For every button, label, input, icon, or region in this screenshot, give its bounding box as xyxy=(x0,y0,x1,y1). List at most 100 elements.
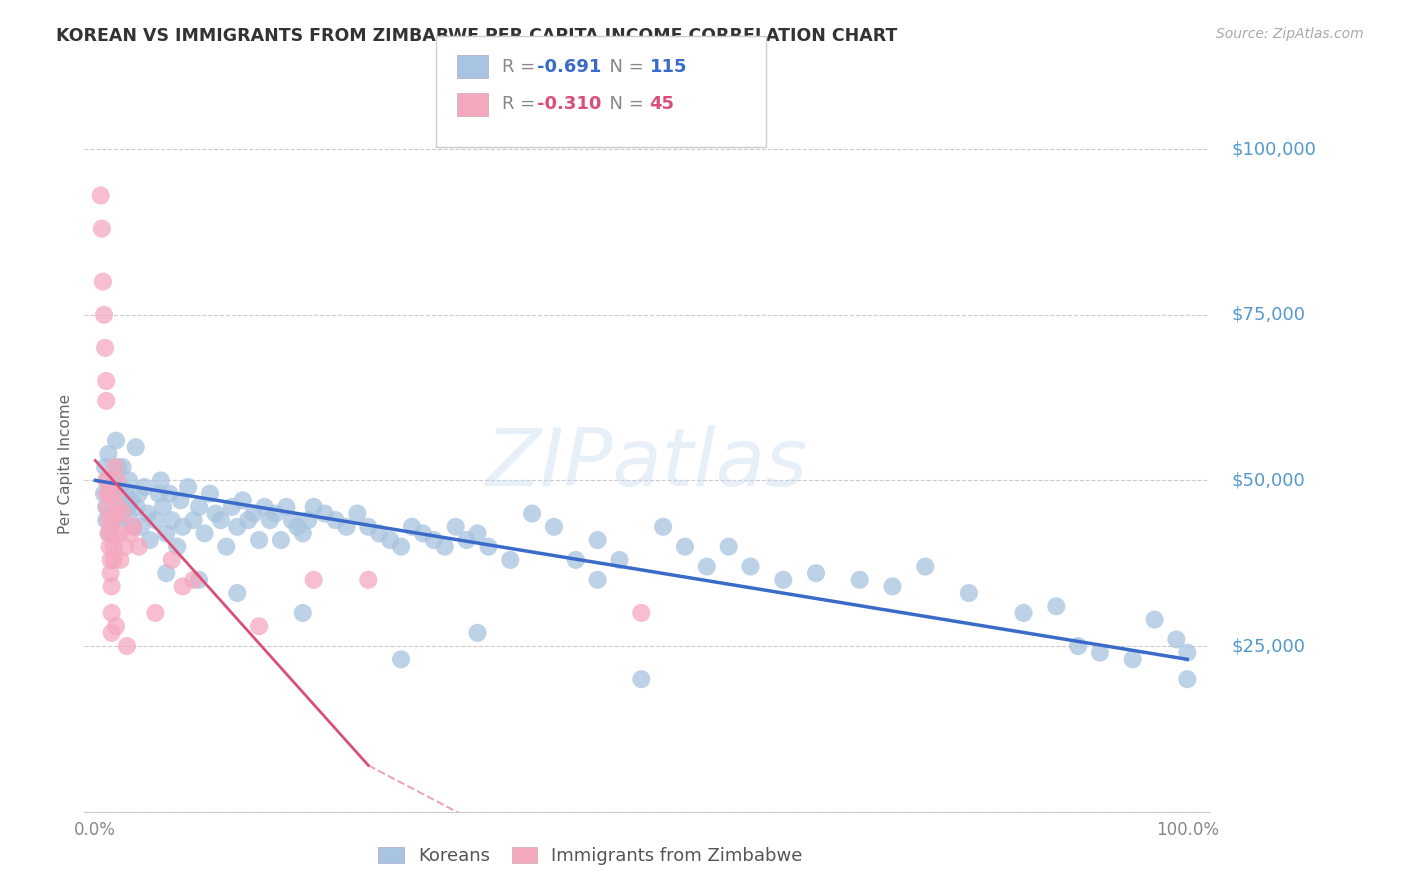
Point xyxy=(91,275,114,289)
Point xyxy=(226,586,249,600)
Point xyxy=(204,507,226,521)
Point xyxy=(134,480,156,494)
Point xyxy=(183,513,205,527)
Point xyxy=(177,480,200,494)
Point xyxy=(297,513,319,527)
Point xyxy=(96,513,118,527)
Point xyxy=(160,553,183,567)
Point xyxy=(586,533,609,547)
Text: N =: N = xyxy=(598,95,650,113)
Point xyxy=(96,393,118,408)
Point xyxy=(98,526,121,541)
Point xyxy=(94,460,117,475)
Text: ZIPatlas: ZIPatlas xyxy=(485,425,808,503)
Point xyxy=(696,559,718,574)
Point xyxy=(238,513,260,527)
Point xyxy=(198,486,221,500)
Text: -0.310: -0.310 xyxy=(537,95,602,113)
Point xyxy=(93,486,115,500)
Point xyxy=(335,520,357,534)
Point xyxy=(105,486,128,500)
Point xyxy=(1045,599,1067,614)
Point xyxy=(914,559,936,574)
Point xyxy=(259,513,281,527)
Point xyxy=(717,540,740,554)
Text: $75,000: $75,000 xyxy=(1232,306,1306,324)
Point xyxy=(101,513,124,527)
Text: KOREAN VS IMMIGRANTS FROM ZIMBABWE PER CAPITA INCOME CORRELATION CHART: KOREAN VS IMMIGRANTS FROM ZIMBABWE PER C… xyxy=(56,27,897,45)
Point xyxy=(276,500,298,514)
Point xyxy=(125,500,148,514)
Point xyxy=(108,526,131,541)
Point xyxy=(477,540,499,554)
Point xyxy=(957,586,980,600)
Text: 115: 115 xyxy=(650,58,688,76)
Text: N =: N = xyxy=(598,58,650,76)
Point xyxy=(848,573,870,587)
Point xyxy=(111,460,134,475)
Text: $100,000: $100,000 xyxy=(1232,140,1316,158)
Point xyxy=(120,513,142,527)
Point xyxy=(314,507,336,521)
Point xyxy=(412,526,434,541)
Point xyxy=(1175,672,1198,686)
Point xyxy=(456,533,478,547)
Point xyxy=(444,520,467,534)
Point xyxy=(107,460,129,475)
Point xyxy=(103,540,125,554)
Point xyxy=(143,513,166,527)
Point xyxy=(389,652,412,666)
Point xyxy=(159,486,181,500)
Point xyxy=(98,486,121,500)
Point xyxy=(101,526,124,541)
Point xyxy=(183,573,205,587)
Point xyxy=(143,606,166,620)
Point xyxy=(107,500,129,514)
Point xyxy=(94,341,117,355)
Text: $50,000: $50,000 xyxy=(1232,471,1305,490)
Point xyxy=(129,520,152,534)
Point xyxy=(772,573,794,587)
Point xyxy=(100,606,122,620)
Point xyxy=(193,526,215,541)
Point xyxy=(118,474,141,488)
Point xyxy=(188,500,211,514)
Point xyxy=(96,500,118,514)
Point xyxy=(264,507,287,521)
Point xyxy=(136,507,159,521)
Point xyxy=(152,500,174,514)
Point xyxy=(499,553,522,567)
Point xyxy=(166,540,188,554)
Point xyxy=(148,486,170,500)
Text: -0.691: -0.691 xyxy=(537,58,602,76)
Point xyxy=(90,188,112,202)
Point xyxy=(1067,639,1090,653)
Point xyxy=(100,566,122,581)
Point xyxy=(1088,646,1111,660)
Point xyxy=(565,553,588,567)
Point xyxy=(100,507,122,521)
Point xyxy=(357,520,380,534)
Point xyxy=(100,579,122,593)
Point xyxy=(423,533,446,547)
Point xyxy=(117,500,139,514)
Point xyxy=(543,520,565,534)
Point xyxy=(114,540,136,554)
Point xyxy=(378,533,401,547)
Point xyxy=(110,480,132,494)
Point xyxy=(149,474,172,488)
Point xyxy=(105,507,128,521)
Point xyxy=(325,513,347,527)
Point xyxy=(93,308,115,322)
Point xyxy=(673,540,696,554)
Point xyxy=(357,573,380,587)
Y-axis label: Per Capita Income: Per Capita Income xyxy=(58,393,73,534)
Point xyxy=(96,474,118,488)
Point xyxy=(281,513,304,527)
Point xyxy=(172,579,194,593)
Point xyxy=(232,493,254,508)
Point xyxy=(882,579,904,593)
Point xyxy=(155,566,177,581)
Point xyxy=(125,440,148,454)
Point xyxy=(100,625,122,640)
